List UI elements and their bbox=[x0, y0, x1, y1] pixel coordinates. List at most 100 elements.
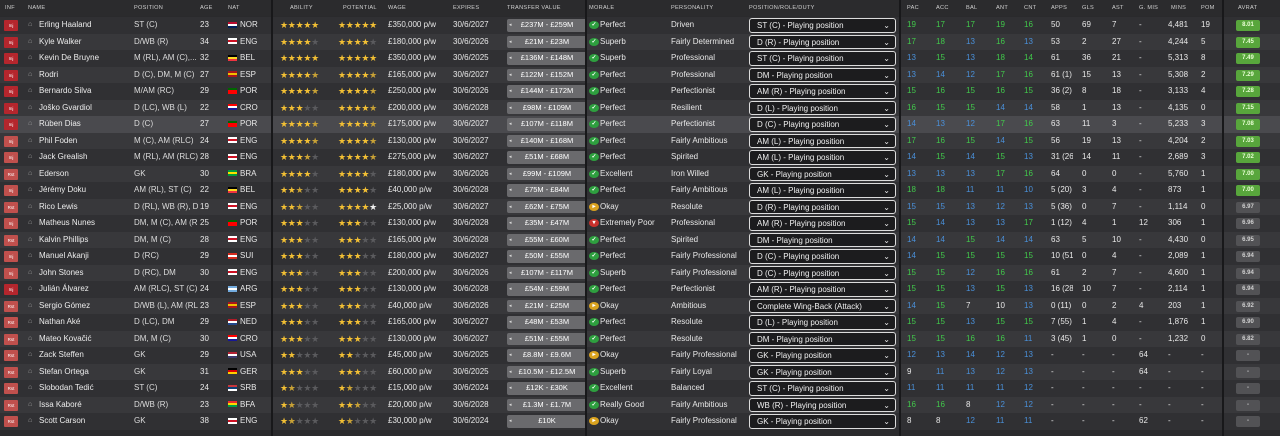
col-gmis[interactable]: G. MIS bbox=[1139, 5, 1159, 11]
player-name-link[interactable]: Rodri bbox=[39, 69, 59, 79]
player-nationality[interactable]: CRO bbox=[228, 331, 268, 348]
transfer-value-badge[interactable]: ◂ £12K - £30K bbox=[507, 382, 587, 395]
player-nationality[interactable]: BRA bbox=[228, 166, 268, 183]
col-bal[interactable]: BAL bbox=[966, 5, 978, 11]
table-row[interactable]: Rst ⌂ Slobodan Tedić ST (C) 24 SRB ★★★★★ ★★★★★ £… bbox=[0, 380, 1280, 397]
col-wage[interactable]: WAGE bbox=[388, 5, 407, 11]
role-duty-dropdown[interactable]: GK - Playing position ⌄ bbox=[749, 166, 896, 181]
table-row[interactable]: Rst ⌂ Rico Lewis D (RL), WB (R), D... 19 ENG ★… bbox=[0, 198, 1280, 216]
player-nationality[interactable]: ESP bbox=[228, 298, 268, 315]
role-duty-dropdown[interactable]: D (C) - Playing position ⌄ bbox=[749, 249, 896, 264]
player-nationality[interactable]: POR bbox=[228, 215, 268, 232]
player-profile-icon[interactable]: ⌂ bbox=[28, 219, 33, 226]
player-name-link[interactable]: Julián Álvarez bbox=[39, 284, 89, 293]
player-profile-icon[interactable]: ⌂ bbox=[28, 384, 33, 391]
player-profile-icon[interactable]: ⌂ bbox=[28, 235, 33, 243]
table-row[interactable]: Rst ⌂ Zack Steffen GK 29 USA ★★★★★ ★★★★★ £45,000… bbox=[0, 347, 1280, 364]
col-ability[interactable]: ABILITY bbox=[290, 5, 313, 11]
player-name-link[interactable]: Scott Carson bbox=[39, 416, 86, 425]
player-name-link[interactable]: Rúben Dias bbox=[39, 119, 81, 128]
player-name-link[interactable]: Stefan Ortega bbox=[39, 366, 89, 376]
player-profile-icon[interactable]: ⌂ bbox=[28, 54, 33, 61]
transfer-value-badge[interactable]: ◂ £75M - £84M bbox=[507, 184, 587, 197]
injury-status-badge[interactable]: Inj bbox=[4, 102, 18, 114]
col-age[interactable]: AGE bbox=[200, 5, 213, 11]
transfer-value-badge[interactable]: ◂ £55M - £60M bbox=[507, 233, 587, 246]
player-profile-icon[interactable]: ⌂ bbox=[28, 70, 33, 78]
player-profile-icon[interactable]: ⌂ bbox=[28, 136, 33, 144]
col-morale[interactable]: MORALE bbox=[589, 5, 615, 11]
role-duty-dropdown[interactable]: D (R) - Playing position ⌄ bbox=[749, 34, 896, 49]
table-row[interactable]: Rst ⌂ Sergio Gómez D/WB (L), AM (RL) 23 ESP ★★… bbox=[0, 297, 1280, 315]
injury-status-badge[interactable]: Inj bbox=[4, 267, 18, 279]
player-profile-icon[interactable]: ⌂ bbox=[28, 285, 33, 292]
player-nationality[interactable]: ENG bbox=[228, 232, 268, 249]
transfer-value-badge[interactable]: ◂ £10.5M - £12.5M bbox=[507, 365, 587, 378]
transfer-value-badge[interactable]: ◂ £140M - £168M bbox=[507, 134, 587, 147]
table-row[interactable]: Rst ⌂ Mateo Kovačić DM, M (C) 30 CRO ★★★★★ ★★★★… bbox=[0, 330, 1280, 348]
col-pac[interactable]: PAC bbox=[907, 5, 919, 11]
player-nationality[interactable]: BFA bbox=[228, 397, 268, 414]
player-nationality[interactable]: ENG bbox=[228, 413, 268, 430]
table-row[interactable]: Inj ⌂ Rodri D (C), DM, M (C) 27 ESP ★★★★★ ★★★★★… bbox=[0, 66, 1280, 83]
player-profile-icon[interactable]: ⌂ bbox=[28, 103, 33, 111]
player-name-link[interactable]: Joško Gvardiol bbox=[39, 102, 92, 112]
player-nationality[interactable]: ENG bbox=[228, 199, 268, 216]
table-row[interactable]: Inj ⌂ Kevin De Bruyne M (RL), AM (C),... 32 B… bbox=[0, 50, 1280, 67]
transfer-value-badge[interactable]: ◂ £51M - £55M bbox=[507, 332, 587, 345]
player-profile-icon[interactable]: ⌂ bbox=[28, 87, 33, 94]
transfer-value-badge[interactable]: ◂ £51M - £68M bbox=[507, 151, 587, 164]
injury-status-badge[interactable]: Rst bbox=[4, 317, 18, 328]
player-nationality[interactable]: SUI bbox=[228, 248, 268, 265]
col-expires[interactable]: EXPIRES bbox=[453, 5, 480, 11]
role-duty-dropdown[interactable]: WB (R) - Playing position ⌄ bbox=[749, 397, 896, 412]
player-profile-icon[interactable]: ⌂ bbox=[28, 417, 33, 424]
transfer-value-badge[interactable]: ◂ £21M - £25M bbox=[507, 299, 587, 312]
role-duty-dropdown[interactable]: AM (R) - Playing position ⌄ bbox=[749, 282, 896, 297]
role-duty-dropdown[interactable]: DM - Playing position ⌄ bbox=[749, 331, 896, 346]
player-name-link[interactable]: Jack Grealish bbox=[39, 152, 88, 161]
role-duty-dropdown[interactable]: GK - Playing position ⌄ bbox=[749, 414, 896, 429]
player-nationality[interactable]: ENG bbox=[228, 265, 268, 282]
transfer-value-badge[interactable]: ◂ £8.8M - £9.6M bbox=[507, 349, 587, 362]
role-duty-dropdown[interactable]: DM - Playing position ⌄ bbox=[749, 67, 896, 82]
role-duty-dropdown[interactable]: ST (C) - Playing position ⌄ bbox=[749, 18, 896, 33]
player-name-link[interactable]: Issa Kaboré bbox=[39, 399, 82, 409]
role-duty-dropdown[interactable]: D (C) - Playing position ⌄ bbox=[749, 265, 896, 280]
player-nationality[interactable]: NOR bbox=[228, 17, 268, 34]
table-row[interactable]: Rst ⌂ Scott Carson GK 38 ENG ★★★★★ ★★★★★ £30,000… bbox=[0, 413, 1280, 430]
role-duty-dropdown[interactable]: Complete Wing-Back (Attack) ⌄ bbox=[749, 298, 896, 313]
table-row[interactable]: Rst ⌂ Nathan Aké D (LC), DM 29 NED ★★★★★ ★★★★★ £… bbox=[0, 314, 1280, 331]
col-name[interactable]: NAME bbox=[28, 5, 46, 11]
injury-status-badge[interactable]: Inj bbox=[4, 284, 18, 295]
player-name-link[interactable]: Nathan Aké bbox=[39, 317, 81, 326]
col-transfer-value[interactable]: TRANSFER VALUE bbox=[507, 5, 561, 11]
injury-status-badge[interactable]: Rst bbox=[4, 168, 18, 180]
injury-status-badge[interactable]: Rst bbox=[4, 201, 18, 213]
player-profile-icon[interactable]: ⌂ bbox=[28, 21, 33, 28]
injury-status-badge[interactable]: Rst bbox=[4, 383, 18, 394]
transfer-value-badge[interactable]: ◂ £122M - £152M bbox=[507, 68, 587, 81]
role-duty-dropdown[interactable]: D (R) - Playing position ⌄ bbox=[749, 199, 896, 214]
table-row[interactable]: Inj ⌂ Matheus Nunes DM, M (C), AM (R... 25 PO… bbox=[0, 215, 1280, 232]
player-profile-icon[interactable]: ⌂ bbox=[28, 153, 33, 160]
table-row[interactable]: Inj ⌂ Jack Grealish M (RL), AM (RLC) 28 ENG ★★… bbox=[0, 149, 1280, 166]
transfer-value-badge[interactable]: ◂ £62M - £75M bbox=[507, 200, 587, 213]
transfer-value-badge[interactable]: ◂ £54M - £59M bbox=[507, 283, 587, 296]
role-duty-dropdown[interactable]: D (C) - Playing position ⌄ bbox=[749, 117, 896, 132]
col-nat[interactable]: NAT bbox=[228, 5, 240, 11]
player-profile-icon[interactable]: ⌂ bbox=[28, 252, 33, 259]
table-row[interactable]: Rst ⌂ Issa Kaboré D/WB (R) 23 BFA ★★★★★ ★★★★★ £2… bbox=[0, 396, 1280, 414]
player-name-link[interactable]: Rico Lewis bbox=[39, 201, 78, 211]
injury-status-badge[interactable]: Rst bbox=[4, 399, 18, 411]
transfer-value-badge[interactable]: ◂ £48M - £53M bbox=[507, 316, 587, 329]
player-profile-icon[interactable]: ⌂ bbox=[28, 202, 33, 210]
injury-status-badge[interactable]: Rst bbox=[4, 416, 18, 427]
role-duty-dropdown[interactable]: ST (C) - Playing position ⌄ bbox=[749, 51, 896, 66]
player-nationality[interactable]: ARG bbox=[228, 281, 268, 298]
player-profile-icon[interactable]: ⌂ bbox=[28, 37, 33, 45]
player-profile-icon[interactable]: ⌂ bbox=[28, 268, 33, 276]
player-nationality[interactable]: USA bbox=[228, 347, 268, 364]
injury-status-badge[interactable]: Rst bbox=[4, 333, 18, 345]
player-nationality[interactable]: NED bbox=[228, 314, 268, 331]
